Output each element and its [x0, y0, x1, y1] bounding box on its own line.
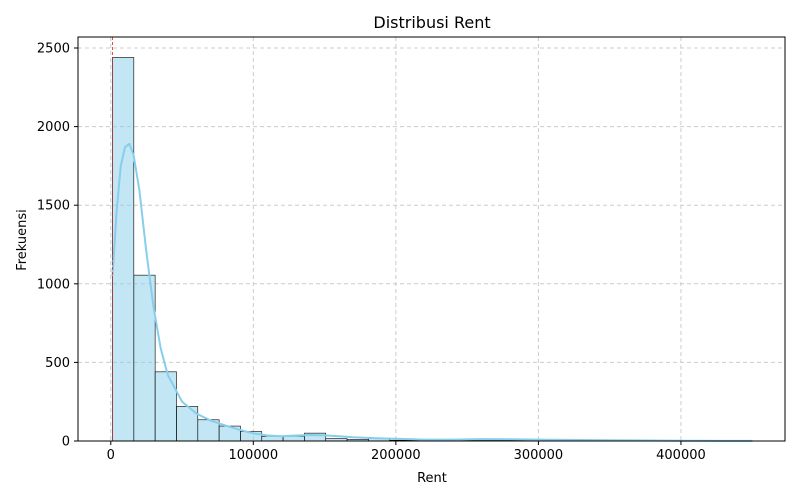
- plot-area-frame: [77, 36, 786, 442]
- y-axis-ticks: 0 500 1000 1500 2000 2500: [37, 42, 78, 450]
- chart-title: Distribusi Rent: [373, 13, 490, 32]
- histogram-bar: [154, 371, 177, 442]
- y-tick-label: 500: [45, 356, 70, 371]
- y-tick-label: 1000: [37, 277, 70, 292]
- y-tick-label: 1500: [37, 199, 70, 214]
- y-axis-title: Frekuensi: [15, 209, 30, 271]
- x-axis-title: Rent: [417, 471, 447, 486]
- histogram-bars: [112, 57, 753, 442]
- kde-curve-group: [111, 142, 753, 442]
- histogram-bar: [112, 57, 135, 442]
- x-tick-label: 300000: [514, 448, 564, 463]
- x-tick-label: 200000: [371, 448, 421, 463]
- x-tick-label: 100000: [229, 448, 279, 463]
- y-tick-label: 2500: [37, 42, 70, 57]
- x-tick-label: 400000: [656, 448, 706, 463]
- kde-curve: [111, 142, 753, 442]
- y-tick-label: 2000: [37, 120, 70, 135]
- x-axis-ticks: 0 100000 200000 300000 400000: [107, 441, 706, 463]
- y-tick-label: 0: [62, 435, 70, 450]
- x-tick-label: 0: [107, 448, 115, 463]
